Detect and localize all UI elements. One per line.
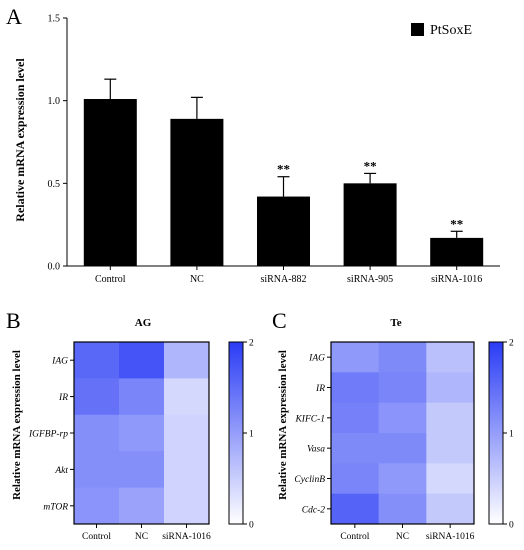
heatmap-cell xyxy=(74,414,120,452)
row-label: IR xyxy=(315,384,325,394)
significance-marker: ** xyxy=(364,158,377,173)
panel-b-ylabel: Relative mRNA expression level xyxy=(11,350,23,500)
heatmap-cell xyxy=(378,493,427,525)
heatmap-cell xyxy=(426,402,475,434)
row-label: IAG xyxy=(308,354,325,364)
heatmap-cell xyxy=(119,414,165,452)
legend-swatch xyxy=(411,23,424,36)
heatmap-cell xyxy=(426,372,475,404)
bar-chart-legend: PtSoxE xyxy=(411,23,472,38)
bar xyxy=(430,237,484,266)
heatmap-cell xyxy=(74,487,120,525)
bar-chart-bars: ** ** ** xyxy=(83,78,484,266)
heatmap-cell xyxy=(164,414,210,452)
panel-c-letter: C xyxy=(272,308,287,333)
colorbar-tick-label: 1 xyxy=(509,430,514,440)
heatmap-cell xyxy=(378,342,427,373)
heatmap-cell xyxy=(426,342,475,373)
heatmap-cell xyxy=(378,372,427,404)
colorbar-tick-label: 0 xyxy=(509,521,514,531)
column-label: siRNA-1016 xyxy=(162,532,211,542)
significance-marker: ** xyxy=(450,216,463,231)
heatmap-cell xyxy=(426,493,475,525)
colorbar-tick-label: 1 xyxy=(249,430,254,440)
heatmap-cell xyxy=(378,433,427,464)
heatmap-cell xyxy=(164,378,210,416)
column-label: siRNA-1016 xyxy=(426,532,475,542)
bar xyxy=(343,183,397,266)
row-label: IGFBP-rp xyxy=(28,430,68,440)
heatmap-cell xyxy=(331,402,380,434)
row-label: Vasa xyxy=(307,445,325,455)
bar xyxy=(257,196,310,266)
colorbar-tick-label: 0 xyxy=(249,521,254,531)
heatmap-cell xyxy=(74,342,120,379)
heatmap-cell xyxy=(164,342,210,379)
heatmap-te: IAG IR KIFC-1 Vasa CyclinB Cdc-2 Control NC siRN… xyxy=(294,339,514,543)
row-label: IAG xyxy=(51,357,68,367)
row-label: CyclinB xyxy=(294,475,325,485)
y-tick-label: 1.0 xyxy=(48,96,61,107)
colorbar-tick-label: 2 xyxy=(249,339,254,349)
colorbar-tick-label: 2 xyxy=(509,339,514,349)
panel-a-letter: A xyxy=(6,4,22,29)
bar xyxy=(170,118,224,266)
heatmap-cell xyxy=(331,372,380,404)
heatmap-cell xyxy=(331,433,380,464)
colorbar xyxy=(488,341,504,525)
column-label: NC xyxy=(396,532,409,542)
heatmap-cell xyxy=(331,342,380,373)
heatmap-cell xyxy=(378,402,427,434)
panel-b-letter: B xyxy=(6,308,21,333)
heatmap-cell xyxy=(426,463,475,495)
column-label: NC xyxy=(135,532,148,542)
heatmap-cell xyxy=(426,433,475,464)
heatmap-cell xyxy=(331,493,380,525)
y-tick-label: 0.5 xyxy=(48,179,61,190)
x-tick-label: siRNA-905 xyxy=(347,274,393,285)
heatmap-cell xyxy=(331,463,380,495)
panel-a: A Relative mRNA expression level 0.0 0.5 1… xyxy=(6,4,500,285)
y-tick-label: 0.0 xyxy=(48,262,61,273)
heatmap-cell xyxy=(119,342,165,379)
bar-chart-axes: 0.0 0.5 1.0 1.5 Control NC siRNA-882 siRNA-905 s… xyxy=(48,14,500,285)
heatmap-cell xyxy=(378,463,427,495)
x-tick-label: NC xyxy=(190,274,204,285)
heatmap-cell xyxy=(164,451,210,489)
y-tick-label: 1.5 xyxy=(48,14,61,25)
bar xyxy=(83,99,137,266)
heatmap-ag: IAG IR IGFBP-rp Akt mTOR Control NC siRNA-1016 0… xyxy=(28,339,254,543)
row-label: IR xyxy=(58,393,68,403)
panel-c-title: Te xyxy=(390,317,401,329)
heatmap-cell xyxy=(164,487,210,525)
row-label: Akt xyxy=(54,466,68,476)
heatmap-cell xyxy=(74,451,120,489)
legend-label: PtSoxE xyxy=(430,23,472,38)
x-tick-label: siRNA-882 xyxy=(260,274,306,285)
x-tick-label: Control xyxy=(95,274,126,285)
heatmap-cell xyxy=(119,487,165,525)
row-label: mTOR xyxy=(43,502,68,512)
panel-a-ylabel: Relative mRNA expression level xyxy=(13,58,27,222)
column-label: Control xyxy=(82,532,111,542)
panel-c-ylabel: Relative mRNA expression level xyxy=(277,350,289,500)
column-label: Control xyxy=(340,532,369,542)
panel-b-title: AG xyxy=(135,317,152,329)
row-label: KIFC-1 xyxy=(294,414,325,424)
row-label: Cdc-2 xyxy=(302,505,325,515)
significance-marker: ** xyxy=(277,162,290,177)
heatmap-cell xyxy=(74,378,120,416)
panel-c: C Relative mRNA expression level Te IAGI… xyxy=(272,308,514,542)
colorbar xyxy=(228,341,244,525)
panel-b: B Relative mRNA expression level AG IAGI… xyxy=(6,308,254,542)
heatmap-cell xyxy=(119,451,165,489)
heatmap-cell xyxy=(119,378,165,416)
x-tick-label: siRNA-1016 xyxy=(431,274,482,285)
